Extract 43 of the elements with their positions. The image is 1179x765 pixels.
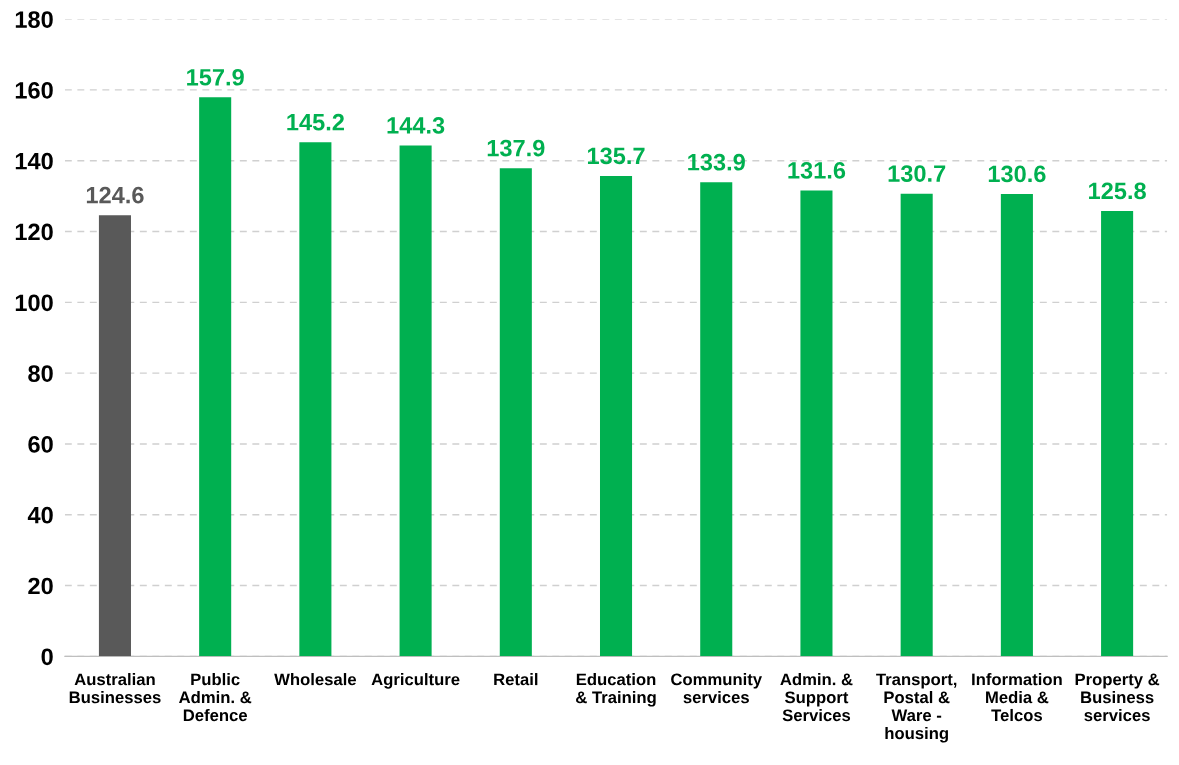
data-label: 131.6 bbox=[788, 162, 846, 179]
y-tick-label: 160 bbox=[15, 82, 53, 99]
data-label: 130.6 bbox=[988, 165, 1046, 183]
bar bbox=[199, 97, 232, 657]
y-tick-label: 80 bbox=[28, 365, 53, 382]
x-tick-label: Wholesale bbox=[274, 673, 357, 686]
bar bbox=[900, 193, 933, 657]
data-label: 137.9 bbox=[487, 139, 545, 157]
bar bbox=[700, 182, 733, 657]
x-tick-label: Information Media & Telcos bbox=[972, 673, 1062, 722]
data-label: 145.2 bbox=[287, 113, 344, 131]
y-tick-label: 180 bbox=[15, 11, 53, 28]
data-label: 135.7 bbox=[587, 147, 645, 165]
bar bbox=[499, 168, 532, 657]
x-tick-label: Transport, Postal & Ware - housing bbox=[876, 673, 957, 743]
bar bbox=[599, 175, 633, 657]
data-label: 124.6 bbox=[86, 186, 144, 204]
x-tick-label: Education & Training bbox=[576, 673, 656, 707]
x-tick-label: Community services bbox=[671, 673, 762, 704]
data-label: 144.3 bbox=[387, 117, 445, 134]
x-tick-label: Australian Businesses bbox=[69, 673, 161, 704]
data-label: 157.9 bbox=[187, 68, 244, 86]
y-tick-label: 100 bbox=[15, 294, 53, 312]
x-tick-label: Admin. & Support Services bbox=[780, 673, 853, 722]
bar bbox=[1101, 211, 1134, 657]
x-tick-label: Property & Business services bbox=[1075, 673, 1160, 722]
y-tick-label: 20 bbox=[28, 577, 53, 595]
x-tick-label: Agriculture bbox=[371, 673, 460, 689]
data-label: 133.9 bbox=[688, 153, 745, 171]
x-tick-label: Retail bbox=[494, 673, 538, 686]
y-tick-label: 140 bbox=[15, 152, 53, 170]
y-tick-label: 120 bbox=[15, 223, 53, 241]
bar bbox=[800, 190, 833, 657]
bar bbox=[98, 215, 131, 657]
x-tick-label: Public Admin. & Defence bbox=[179, 673, 252, 722]
data-label: 130.7 bbox=[888, 165, 946, 182]
data-label: 125.8 bbox=[1089, 182, 1146, 200]
y-tick-label: 40 bbox=[27, 506, 53, 524]
bar bbox=[399, 145, 432, 657]
bar bbox=[1000, 194, 1033, 657]
y-tick-label: 60 bbox=[28, 436, 53, 453]
bar bbox=[299, 142, 332, 657]
y-tick-label: 0 bbox=[41, 648, 53, 666]
